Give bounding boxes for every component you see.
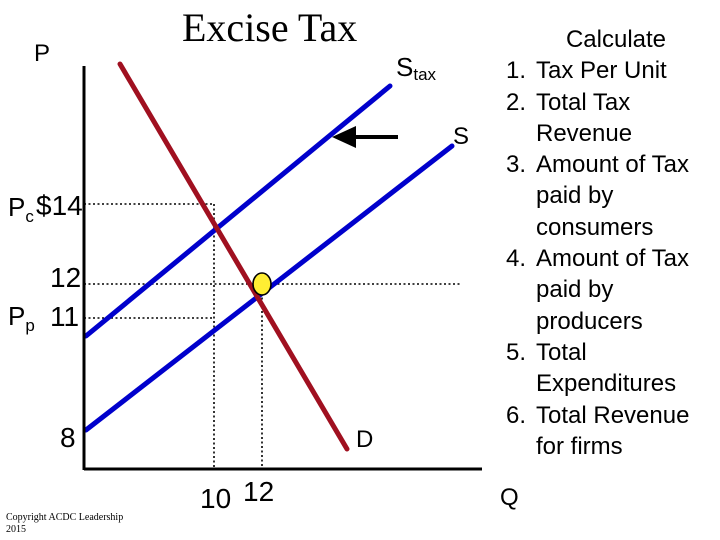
equilibrium-price-value: 12 (50, 262, 82, 293)
calculate-title: Calculate (565, 26, 667, 53)
calculate-item-text: Total Revenue for firms (536, 401, 690, 460)
calculate-item-number: 4. (505, 245, 526, 273)
supply-tax-curve (83, 83, 393, 339)
chart-title: Excise Tax (182, 5, 358, 50)
supply-tax-label: Stax (396, 52, 436, 85)
calculate-item: 1. Tax Per Unit (506, 55, 718, 86)
calculate-list: 1. Tax Per Unit 2. Total Tax Revenue 3. Amo… (488, 55, 718, 462)
equilibrium-quantity-value: 12 (243, 476, 275, 507)
supply-tax-letter: S (396, 52, 414, 82)
calculate-item-number: 2. (505, 88, 526, 116)
price-producer-value: 11 (50, 301, 80, 332)
supply-tax-subscript: tax (413, 65, 437, 84)
calculate-item: 5. Total Expenditures (506, 337, 718, 400)
calculate-item-text: Tax Per Unit (536, 57, 667, 85)
tax-quantity-value: 10 (200, 483, 232, 514)
pp-letter: P (8, 301, 26, 331)
shift-arrow-head (332, 126, 356, 148)
copyright-notice: Copyright ACDC Leadership 2015 (6, 512, 124, 535)
calculate-item: 6. Total Revenue for firms (506, 400, 718, 463)
calculate-item-text: Amount of Tax paid by producers (536, 245, 689, 335)
calculate-item-number: 6. (505, 401, 526, 429)
supply-label: S (453, 123, 470, 150)
pc-letter: P (8, 192, 26, 222)
calculate-item-text: Amount of Tax paid by consumers (536, 151, 689, 241)
price-consumer-value: $14 (36, 190, 83, 221)
calculate-list-panel: Calculate 1. Tax Per Unit 2. Total Tax Rev… (488, 24, 718, 462)
demand-curve (117, 61, 350, 452)
calculate-item-text: Total Tax Revenue (536, 88, 633, 147)
x-axis-label: Q (500, 484, 519, 511)
calculate-item-number: 1. (505, 57, 526, 85)
pc-subscript: c (25, 207, 34, 226)
y-axis-label: P (34, 40, 51, 67)
calculate-item: 3. Amount of Tax paid by consumers (506, 149, 718, 243)
calculate-item-number: 5. (505, 338, 526, 366)
pp-label: Pp (8, 301, 35, 336)
calculate-item-number: 3. (505, 151, 526, 179)
equilibrium-point (252, 272, 272, 296)
calculate-item: 4. Amount of Tax paid by producers (506, 243, 718, 337)
calculate-item: 2. Total Tax Revenue (506, 87, 718, 150)
pc-label: Pc (8, 192, 34, 227)
pp-subscript: p (25, 316, 35, 335)
low-price-value: 8 (60, 422, 76, 453)
demand-label: D (356, 426, 374, 453)
calculate-item-text: Total Expenditures (536, 338, 677, 398)
